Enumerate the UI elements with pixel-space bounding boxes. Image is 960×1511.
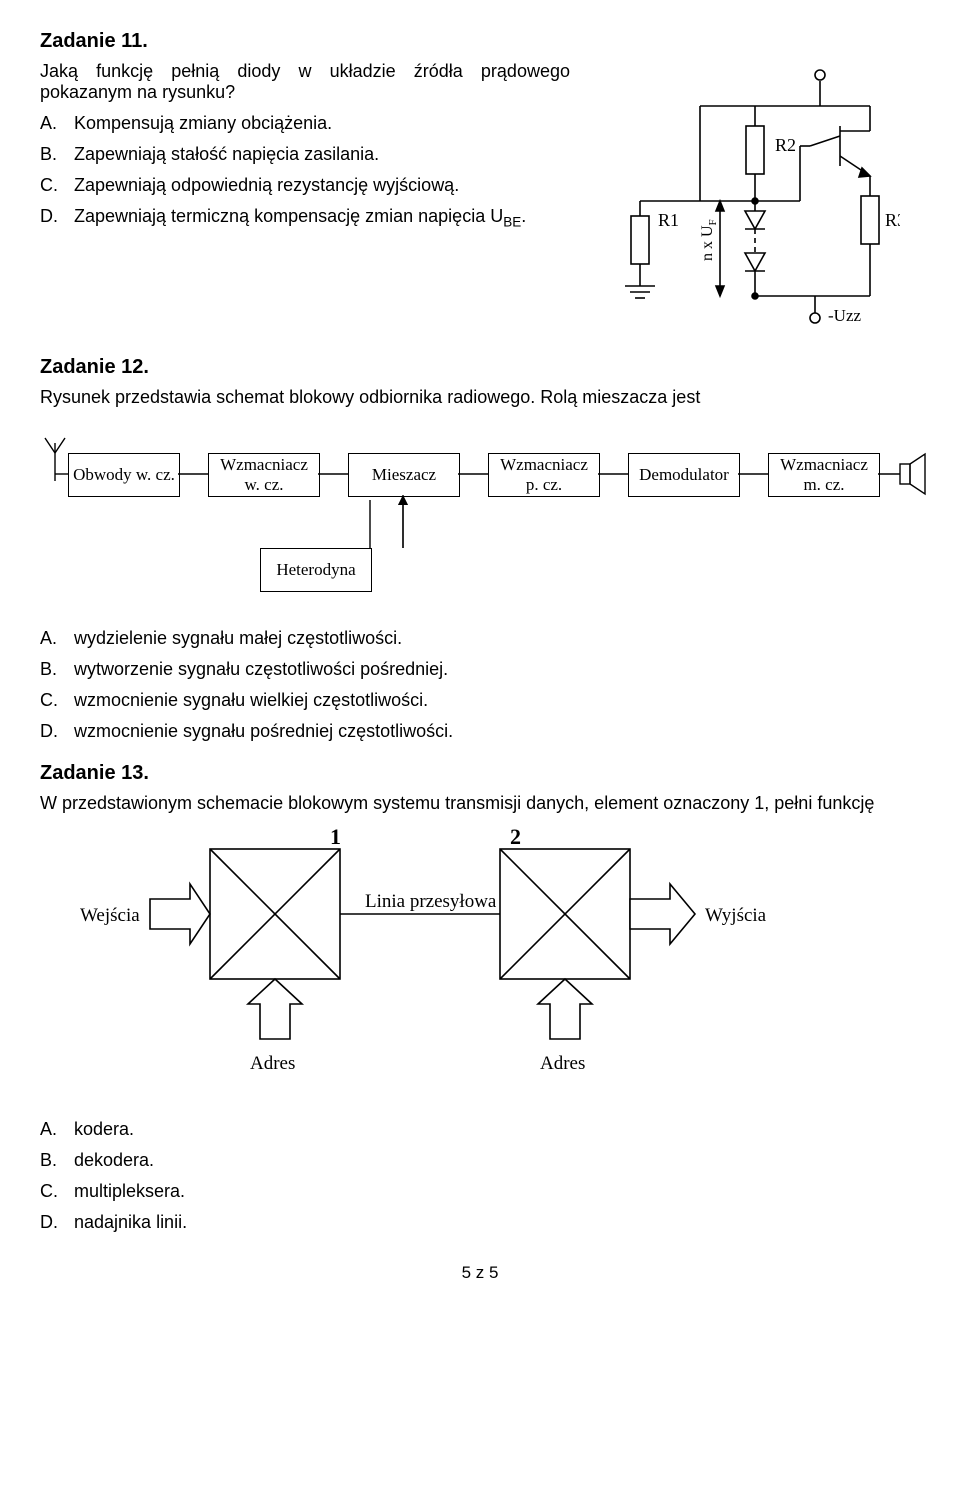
task-11-options: A.Kompensują zmiany obciążenia. B.Zapewn…: [40, 113, 570, 230]
label-adres-1: Adres: [250, 1053, 295, 1074]
option-d: D.wzmocnienie sygnału pośredniej częstot…: [40, 721, 920, 742]
option-d-post: .: [521, 206, 526, 226]
option-d: D. Zapewniają termiczną kompensację zmia…: [40, 206, 570, 230]
label-linia: Linia przesyłowa: [365, 891, 497, 912]
label-r3: R3: [885, 210, 900, 230]
option-d-pre: Zapewniają termiczną kompensację zmian n…: [74, 206, 503, 226]
label-adres-2: Adres: [540, 1053, 585, 1074]
option-c-text: multipleksera.: [74, 1181, 185, 1202]
label-r2: R2: [775, 135, 796, 155]
page-footer: 5 z 5: [40, 1263, 920, 1283]
option-d-text: nadajnika linii.: [74, 1212, 187, 1233]
option-a: A.kodera.: [40, 1119, 920, 1140]
option-d: D.nadajnika linii.: [40, 1212, 920, 1233]
label-nxuf: n x U: [699, 225, 716, 261]
option-a-text: Kompensują zmiany obciążenia.: [74, 113, 332, 134]
label-r1: R1: [658, 210, 679, 230]
option-d-text: wzmocnienie sygnału pośredniej częstotli…: [74, 721, 453, 742]
task-13-options: A.kodera. B.dekodera. C.multipleksera. D…: [40, 1119, 920, 1233]
option-c-text: Zapewniają odpowiednią rezystancję wyjśc…: [74, 175, 459, 196]
task-11-circuit: R2 R3: [570, 61, 920, 346]
diagram-lines: [40, 438, 940, 618]
task-13: Zadanie 13. W przedstawionym schemacie b…: [40, 762, 920, 1233]
option-b: B.Zapewniają stałość napięcia zasilania.: [40, 144, 570, 165]
option-a: A.Kompensują zmiany obciążenia.: [40, 113, 570, 134]
option-d-text: Zapewniają termiczną kompensację zmian n…: [74, 206, 526, 230]
option-a-text: wydzielenie sygnału małej częstotliwości…: [74, 628, 402, 649]
circuit-svg: R2 R3: [570, 61, 900, 341]
task-13-diagram: 1 2 Linia przesyłowa Wejścia Wyjścia Adr…: [40, 829, 920, 1109]
option-b: B.dekodera.: [40, 1150, 920, 1171]
task-13-title: Zadanie 13.: [40, 762, 920, 785]
option-c: C.wzmocnienie sygnału wielkiej częstotli…: [40, 690, 920, 711]
label-2: 2: [510, 829, 521, 849]
option-c: C.multipleksera.: [40, 1181, 920, 1202]
task-12-diagram: Obwody w. cz. Wzmacniacz w. cz. Mieszacz…: [40, 438, 920, 618]
task-11: Zadanie 11. Jaką funkcję pełnią diody w …: [40, 30, 920, 346]
label-wejscia: Wejścia: [80, 905, 140, 926]
svg-text:n x UF: n x UF: [699, 219, 719, 261]
task-12-question: Rysunek przedstawia schemat blokowy odbi…: [40, 387, 920, 408]
option-a-text: kodera.: [74, 1119, 134, 1140]
task-12: Zadanie 12. Rysunek przedstawia schemat …: [40, 356, 920, 742]
task-11-question: Jaką funkcję pełnią diody w układzie źró…: [40, 61, 570, 103]
label-nxuf-sub: F: [707, 219, 719, 225]
task-11-title: Zadanie 11.: [40, 30, 920, 53]
label-wyjscia: Wyjścia: [705, 905, 767, 926]
option-b-text: dekodera.: [74, 1150, 154, 1171]
label-1: 1: [330, 829, 341, 849]
option-a: A.wydzielenie sygnału małej częstotliwoś…: [40, 628, 920, 649]
option-c: C.Zapewniają odpowiednią rezystancję wyj…: [40, 175, 570, 196]
het-arrow: [383, 493, 423, 553]
option-b: B.wytworzenie sygnału częstotliwości poś…: [40, 659, 920, 680]
option-b-text: wytworzenie sygnału częstotliwości pośre…: [74, 659, 448, 680]
task-12-title: Zadanie 12.: [40, 356, 920, 379]
option-d-sub: BE: [503, 215, 521, 230]
task-13-question: W przedstawionym schemacie blokowym syst…: [40, 793, 920, 814]
label-uzz: -Uzz: [828, 306, 861, 325]
option-c-text: wzmocnienie sygnału wielkiej częstotliwo…: [74, 690, 428, 711]
task-12-options: A.wydzielenie sygnału małej częstotliwoś…: [40, 628, 920, 742]
option-b-text: Zapewniają stałość napięcia zasilania.: [74, 144, 379, 165]
